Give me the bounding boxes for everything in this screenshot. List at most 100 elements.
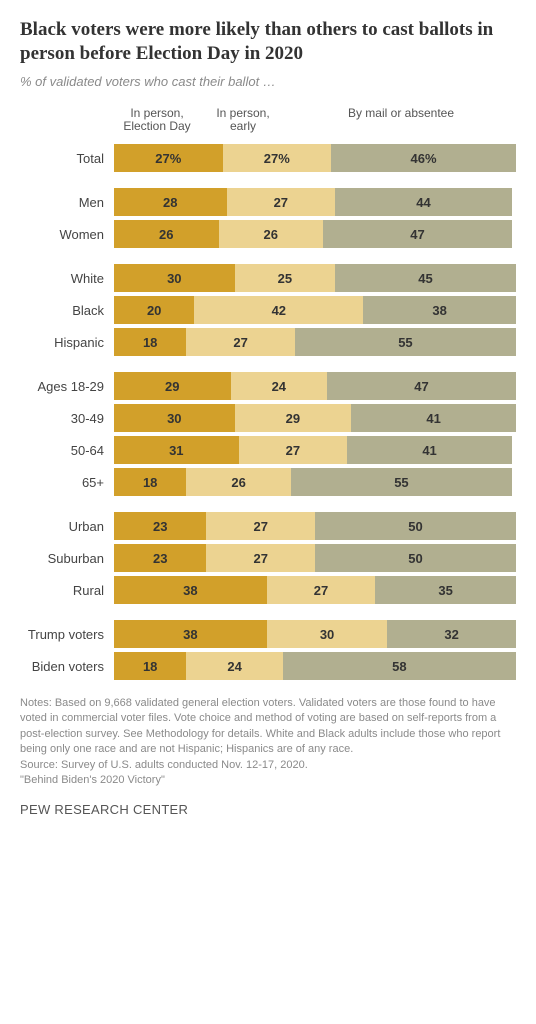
chart-row: 65+182655 [20,468,516,496]
chart-row: Total27%27%46% [20,144,516,172]
bar-segment: 26 [114,220,219,248]
row-label: Hispanic [20,335,114,350]
bar-segment: 47 [323,220,512,248]
chart-notes: Notes: Based on 9,668 validated general … [20,696,516,788]
bar-segment: 27% [223,144,332,172]
bar: 292447 [114,372,516,400]
chart-row: 30-49302941 [20,404,516,432]
legend-item-2: By mail or absentee [286,107,516,135]
bar-segment: 26 [219,220,324,248]
legend-item-0: In person,Election Day [114,107,200,135]
bar-segment: 24 [231,372,327,400]
chart-row: 50-64312741 [20,436,516,464]
bar-segment: 30 [114,404,235,432]
chart-group: White302545Black204238Hispanic182755 [20,264,516,356]
bar: 382735 [114,576,516,604]
chart-row: Trump voters383032 [20,620,516,648]
source-text: Source: Survey of U.S. adults conducted … [20,759,308,771]
bar: 282744 [114,188,516,216]
bar-segment: 35 [375,576,516,604]
bar: 232750 [114,544,516,572]
bar-segment: 38 [114,620,267,648]
bar-segment: 27 [239,436,348,464]
bar-segment: 27 [186,328,295,356]
bar-segment: 25 [235,264,336,292]
bar: 232750 [114,512,516,540]
bar: 383032 [114,620,516,648]
bar-segment: 26 [186,468,291,496]
bar-segment: 45 [335,264,516,292]
bar-segment: 18 [114,468,186,496]
bar-segment: 55 [295,328,516,356]
bar-segment: 27 [206,512,315,540]
bar-segment: 30 [114,264,235,292]
bar-segment: 41 [347,436,512,464]
bar: 182755 [114,328,516,356]
bar-segment: 18 [114,328,186,356]
bar: 262647 [114,220,516,248]
bar-segment: 38 [114,576,267,604]
bar-segment: 31 [114,436,239,464]
chart-group: Trump voters383032 Biden voters182458 [20,620,516,680]
row-label: Suburban [20,551,114,566]
bar: 204238 [114,296,516,324]
row-label: 65+ [20,475,114,490]
bar-segment: 27% [114,144,223,172]
bar-segment: 29 [114,372,231,400]
bar-segment: 32 [387,620,516,648]
bar-segment: 27 [206,544,315,572]
bar-segment: 18 [114,652,186,680]
row-label: Men [20,195,114,210]
row-label: 50-64 [20,443,114,458]
row-label: 30-49 [20,411,114,426]
row-label: White [20,271,114,286]
chart-row: Rural382735 [20,576,516,604]
bar: 27%27%46% [114,144,516,172]
bar: 302545 [114,264,516,292]
notes-text: Notes: Based on 9,668 validated general … [20,697,500,755]
chart-group: Total27%27%46% [20,144,516,172]
chart-row: Women262647 [20,220,516,248]
row-label: Women [20,227,114,242]
bar: 312741 [114,436,516,464]
chart-row: White302545 [20,264,516,292]
chart-title: Black voters were more likely than other… [20,18,516,66]
bar-segment: 28 [114,188,227,216]
bar-segment: 23 [114,544,206,572]
chart-row: Suburban232750 [20,544,516,572]
chart-area: Total27%27%46%Men282744Women262647White3… [20,144,516,680]
bar: 182655 [114,468,516,496]
chart-group: Ages 18-2929244730-4930294150-6431274165… [20,372,516,496]
row-label: Total [20,151,114,166]
row-label: Trump voters [20,627,114,642]
bar-segment: 23 [114,512,206,540]
bar-segment: 27 [227,188,336,216]
chart-row: Hispanic182755 [20,328,516,356]
bar-segment: 55 [291,468,512,496]
legend-item-1: In person,early [200,107,286,135]
footer: PEW RESEARCH CENTER [20,802,516,817]
chart-row: Urban232750 [20,512,516,540]
report-text: "Behind Biden's 2020 Victory" [20,774,165,786]
chart-group: Men282744Women262647 [20,188,516,248]
bar-segment: 30 [267,620,388,648]
bar-segment: 27 [267,576,376,604]
row-label: Black [20,303,114,318]
chart-subtitle: % of validated voters who cast their bal… [20,74,516,89]
chart-group: Urban232750Suburban232750Rural382735 [20,512,516,604]
bar: 182458 [114,652,516,680]
bar-segment: 20 [114,296,194,324]
bar-segment: 24 [186,652,282,680]
bar-segment: 41 [351,404,516,432]
bar: 302941 [114,404,516,432]
legend: In person,Election Day In person,early B… [114,107,516,135]
bar-segment: 29 [235,404,352,432]
chart-row: Biden voters182458 [20,652,516,680]
chart-row: Men282744 [20,188,516,216]
bar-segment: 47 [327,372,516,400]
chart-row: Ages 18-29292447 [20,372,516,400]
bar-segment: 50 [315,512,516,540]
bar-segment: 42 [194,296,363,324]
bar-segment: 58 [283,652,516,680]
row-label: Urban [20,519,114,534]
